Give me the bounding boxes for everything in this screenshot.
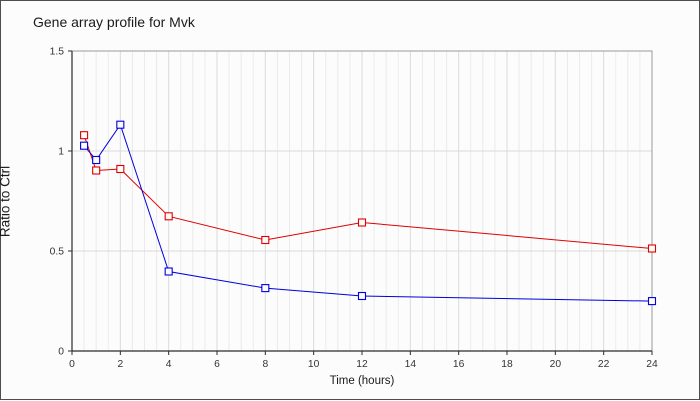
svg-text:20: 20 — [550, 359, 562, 370]
svg-text:10: 10 — [308, 359, 320, 370]
svg-text:6: 6 — [214, 359, 220, 370]
svg-text:2: 2 — [117, 359, 123, 370]
svg-text:18: 18 — [501, 359, 513, 370]
svg-text:22: 22 — [598, 359, 610, 370]
svg-text:4: 4 — [166, 359, 172, 370]
svg-text:8: 8 — [262, 359, 268, 370]
svg-text:0.5: 0.5 — [50, 247, 65, 258]
svg-text:1: 1 — [58, 147, 64, 158]
svg-text:12: 12 — [356, 359, 368, 370]
svg-text:14: 14 — [405, 359, 417, 370]
svg-text:16: 16 — [453, 359, 465, 370]
svg-text:1.5: 1.5 — [50, 47, 65, 58]
svg-text:0: 0 — [58, 347, 64, 358]
svg-text:0: 0 — [69, 359, 75, 370]
svg-text:24: 24 — [646, 359, 658, 370]
